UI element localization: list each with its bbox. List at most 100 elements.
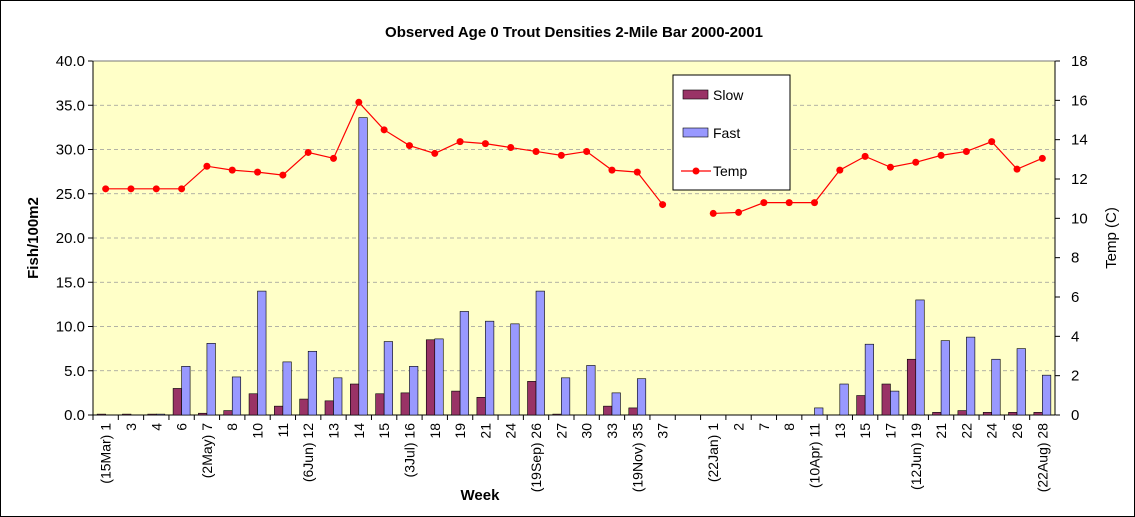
line-point: [811, 199, 818, 207]
x-tick-label: 13: [326, 423, 342, 439]
bar: [1016, 348, 1026, 416]
line-point: [102, 185, 110, 193]
line-point: [709, 209, 717, 217]
x-tick-label: (2May) 7: [199, 423, 215, 478]
chart-title: Observed Age 0 Trout Densities 2-Mile Ba…: [385, 24, 763, 41]
y2-tick-label: 10: [1071, 210, 1088, 227]
line-point: [380, 126, 388, 134]
x-tick-label: 26: [1009, 423, 1025, 439]
y2-tick-label: 4: [1071, 328, 1079, 345]
x-tick-label: 18: [427, 423, 443, 439]
bar: [257, 290, 267, 416]
line-point: [886, 163, 894, 171]
y2-tick-label: 2: [1071, 368, 1079, 385]
bar: [409, 366, 419, 416]
x-tick-label: (6Jun) 12: [300, 423, 316, 482]
bar: [957, 410, 967, 416]
bar: [535, 290, 545, 416]
bar: [864, 343, 874, 416]
y2-tick-label: 12: [1071, 171, 1088, 188]
legend-label: Fast: [713, 125, 740, 141]
x-tick-label: 27: [553, 423, 569, 439]
bar: [383, 341, 393, 416]
x-tick-label: 17: [882, 423, 898, 439]
x-tick-label: 24: [503, 423, 519, 439]
x-tick-label: (22Aug) 28: [1034, 423, 1050, 492]
line-point: [405, 142, 413, 150]
x-tick-label: 30: [579, 423, 595, 439]
y-tick-label: 15.0: [56, 274, 85, 291]
line-point: [507, 144, 515, 152]
line-point: [760, 199, 768, 207]
line-point: [127, 185, 135, 193]
bar: [485, 320, 495, 416]
x-tick-label: (22Jan) 1: [705, 423, 721, 482]
bar: [839, 383, 849, 416]
bar: [636, 378, 647, 416]
bar: [333, 377, 343, 416]
x-tick-label: 15: [376, 423, 392, 439]
bar: [552, 413, 562, 416]
y2-axis-label: Temp (C): [1103, 207, 1120, 269]
bar: [358, 117, 368, 416]
line-point: [608, 166, 616, 174]
bar: [982, 412, 993, 416]
line-point: [1013, 165, 1021, 173]
line-point: [532, 147, 540, 155]
line-point: [330, 154, 337, 162]
bar: [906, 358, 917, 416]
line-point: [583, 147, 591, 155]
x-tick-label: 7: [756, 423, 772, 431]
bar: [155, 413, 166, 416]
bar: [991, 358, 1001, 416]
bar: [1042, 374, 1052, 416]
y2-tick-label: 0: [1071, 407, 1079, 424]
bar: [586, 365, 596, 416]
y-tick-label: 35.0: [56, 97, 85, 114]
bar: [459, 311, 469, 416]
y-axis-label: Fish/100m2: [25, 197, 42, 279]
x-tick-label: 6: [174, 423, 190, 431]
y-tick-label: 25.0: [56, 186, 85, 203]
line-point: [431, 149, 439, 157]
bar: [940, 340, 950, 416]
x-tick-label: (19Nov) 35: [629, 423, 645, 492]
x-tick-label: 15: [857, 423, 873, 439]
y2-tick-label: 14: [1071, 132, 1088, 149]
x-tick-label: (10Apr) 11: [807, 423, 823, 488]
line-point: [228, 166, 236, 174]
bar: [881, 383, 891, 416]
bar: [231, 376, 242, 416]
bar: [248, 393, 258, 416]
line-point: [659, 201, 667, 209]
line-point: [861, 152, 869, 160]
line-point: [633, 168, 641, 176]
line-point: [557, 151, 565, 159]
y2-tick-label: 8: [1071, 250, 1079, 267]
bar: [181, 366, 191, 416]
x-tick-label: 8: [224, 423, 240, 431]
bar: [282, 361, 292, 416]
bar: [915, 299, 925, 416]
bar: [434, 338, 444, 416]
line-point: [456, 138, 464, 146]
x-tick-label: 21: [477, 423, 493, 439]
y2-tick-label: 6: [1071, 289, 1079, 306]
bar: [198, 412, 208, 416]
x-tick-label: (15Mar) 1: [98, 423, 114, 484]
bar: [172, 388, 182, 416]
line-point: [1038, 154, 1046, 162]
bar: [611, 392, 621, 416]
bar: [375, 393, 385, 416]
bar: [1033, 412, 1043, 416]
legend-label: Slow: [713, 87, 744, 103]
x-tick-label: (12Jun) 19: [908, 423, 924, 490]
x-tick-label: 10: [250, 423, 266, 439]
x-tick-label: 21: [933, 423, 949, 439]
line-point: [203, 162, 211, 170]
bar: [274, 405, 284, 416]
bar: [510, 323, 520, 416]
line-point: [355, 98, 363, 106]
bar: [451, 390, 461, 416]
bar: [603, 405, 613, 416]
